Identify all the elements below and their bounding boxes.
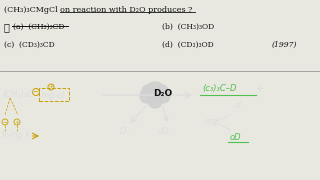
Text: +: +	[15, 120, 20, 125]
Circle shape	[156, 85, 168, 97]
Text: (CH₃)₂C: (CH₃)₂C	[2, 91, 33, 100]
Text: D₂O: D₂O	[153, 89, 172, 98]
Text: −: −	[33, 89, 38, 95]
Text: (b)  (CH₃)₃OD: (b) (CH₃)₃OD	[162, 23, 214, 31]
Text: (CH₃)₃CMgCl on reaction with D₂O produces ?: (CH₃)₃CMgCl on reaction with D₂O produce…	[4, 6, 192, 14]
Text: mg: mg	[205, 118, 219, 127]
Text: (d)  (CD₃)₃OD: (d) (CD₃)₃OD	[162, 41, 214, 49]
Text: oD: oD	[230, 132, 242, 141]
Text: oD⁻: oD⁻	[158, 127, 174, 136]
Text: cl: cl	[235, 102, 242, 111]
Text: ✓: ✓	[4, 23, 10, 32]
Circle shape	[156, 89, 170, 103]
Text: R-mg X: R-mg X	[2, 132, 30, 141]
Text: −: −	[3, 120, 7, 125]
Text: mg cl: mg cl	[41, 91, 64, 100]
Text: (c₃)₃C–D: (c₃)₃C–D	[202, 84, 236, 93]
Text: (c)  (CD₃)₃CD: (c) (CD₃)₃CD	[4, 41, 55, 49]
Text: (1997): (1997)	[272, 41, 298, 49]
Text: D⁻: D⁻	[120, 127, 131, 136]
Circle shape	[148, 94, 162, 108]
Circle shape	[140, 89, 154, 103]
Text: +: +	[255, 84, 263, 94]
Text: +: +	[48, 84, 54, 89]
Circle shape	[142, 85, 154, 97]
Circle shape	[145, 82, 165, 102]
Text: (a)  (CH₃)₃CD: (a) (CH₃)₃CD	[13, 23, 65, 31]
